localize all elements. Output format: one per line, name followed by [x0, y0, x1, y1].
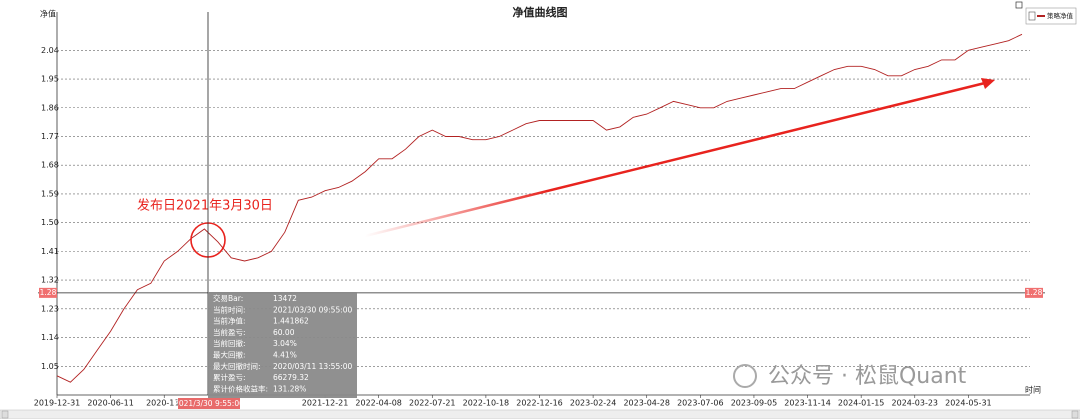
tooltip-label: 最大回撤时间: — [213, 361, 261, 371]
x-tick-label: 2022-04-08 — [355, 399, 402, 408]
y-tick-label: 1.14 — [41, 333, 59, 342]
x-tick-label: 2023-04-28 — [623, 399, 670, 408]
trend-arrow — [364, 81, 986, 238]
tooltip-label: 当前时间: — [213, 304, 246, 314]
y-tick-label: 1.95 — [41, 75, 59, 84]
watermark-icon — [733, 364, 757, 388]
legend-checkbox[interactable] — [1028, 11, 1036, 21]
tooltip-value: 66279.32 — [273, 373, 309, 382]
x-tick-label: 2020-11- — [146, 399, 182, 408]
crosshair-y-box-right — [1025, 287, 1043, 298]
y-tick-label: 2.04 — [41, 46, 59, 55]
y-tick-label: 1.50 — [41, 218, 59, 227]
chart-title: 净值曲线图 — [513, 5, 568, 19]
tooltip-value: 3.04% — [273, 339, 297, 348]
legend-label: 策略净值 — [1047, 11, 1074, 20]
scroll-right[interactable] — [1071, 410, 1079, 419]
x-tick-label: 2023-07-06 — [677, 399, 724, 408]
x-tick-label: 2022-10-18 — [463, 399, 510, 408]
arrow-head — [981, 78, 995, 89]
tooltip-label: 交易Bar: — [213, 293, 243, 303]
tooltip-label: 当前净值: — [213, 316, 246, 326]
legend-toggle[interactable] — [1015, 1, 1023, 9]
y-tick-label: 1.05 — [41, 362, 59, 371]
x-tick-label: 2024-03-23 — [892, 399, 939, 408]
x-tick-label: 2022-12-16 — [516, 399, 563, 408]
crosshair-y-label: 1.28 — [1026, 288, 1043, 297]
tooltip-value: 2021/03/30 09:55:00 — [273, 305, 353, 314]
x-tick-label: 2024-05-31 — [945, 399, 992, 408]
y-tick-label: 1.68 — [41, 161, 59, 170]
tooltip-value: 2020/03/11 13:55:00 — [273, 362, 353, 371]
x-tick-label: 2023-09-05 — [731, 399, 778, 408]
crosshair-x-label: 2021/3/30 9:55:00 — [174, 399, 244, 408]
crosshair-y-box-left — [39, 287, 57, 298]
y-tick-label: 1.86 — [41, 103, 59, 112]
watermark: 公众号 · 松鼠Quant — [768, 364, 967, 389]
tooltip-label: 当前盈亏: — [213, 327, 246, 337]
x-tick-label: 2019-12-31 — [34, 399, 81, 408]
series-line — [56, 33, 1023, 383]
plot: 1.05 1.14 1.23 1.32 1.41 1.50 1.59 1.68 1.77 1.86… — [34, 33, 1045, 408]
x-axis-label: 时间 — [1025, 385, 1041, 395]
scroll-left[interactable] — [1, 410, 9, 419]
x-tick-label: 2020-06-11 — [87, 399, 134, 408]
y-tick-label: 1.77 — [41, 132, 59, 141]
crosshair-y-label: 1.28 — [40, 288, 57, 297]
annotation: 发布日2021年3月30日 — [137, 198, 273, 214]
tooltip-label: 累计价格收益率: — [213, 383, 268, 393]
x-tick-label: 2024-01-15 — [838, 399, 885, 408]
x-tick-label: 2023-02-24 — [570, 399, 617, 408]
tooltip — [208, 292, 357, 398]
legend-box — [1025, 7, 1077, 25]
tooltip-value: 60.00 — [273, 328, 295, 337]
y-tick-label: 1.59 — [41, 189, 59, 198]
tooltip-value: 1.441862 — [273, 317, 309, 326]
x-tick-label: 2021-12-21 — [302, 399, 349, 408]
y-axis-label: 净值 — [40, 9, 56, 19]
scrollbar[interactable] — [0, 409, 1080, 419]
y-tick-label: 1.41 — [41, 247, 59, 256]
tooltip-value: 13472 — [273, 294, 297, 303]
x-tick-label: 2023-11-14 — [784, 399, 831, 408]
x-tick-label: 2022-07-21 — [409, 399, 456, 408]
crosshair-x-box — [178, 398, 240, 409]
y-tick-label: 1.23 — [41, 304, 59, 313]
tooltip-value: 131.28% — [273, 384, 306, 393]
tooltip-label: 累计盈亏: — [213, 372, 246, 382]
y-tick-label: 1.32 — [41, 276, 59, 285]
tooltip-label: 当前回撤: — [213, 338, 246, 348]
tooltip-value: 4.41% — [273, 351, 297, 360]
tooltip-label: 最大回撤: — [213, 350, 246, 360]
